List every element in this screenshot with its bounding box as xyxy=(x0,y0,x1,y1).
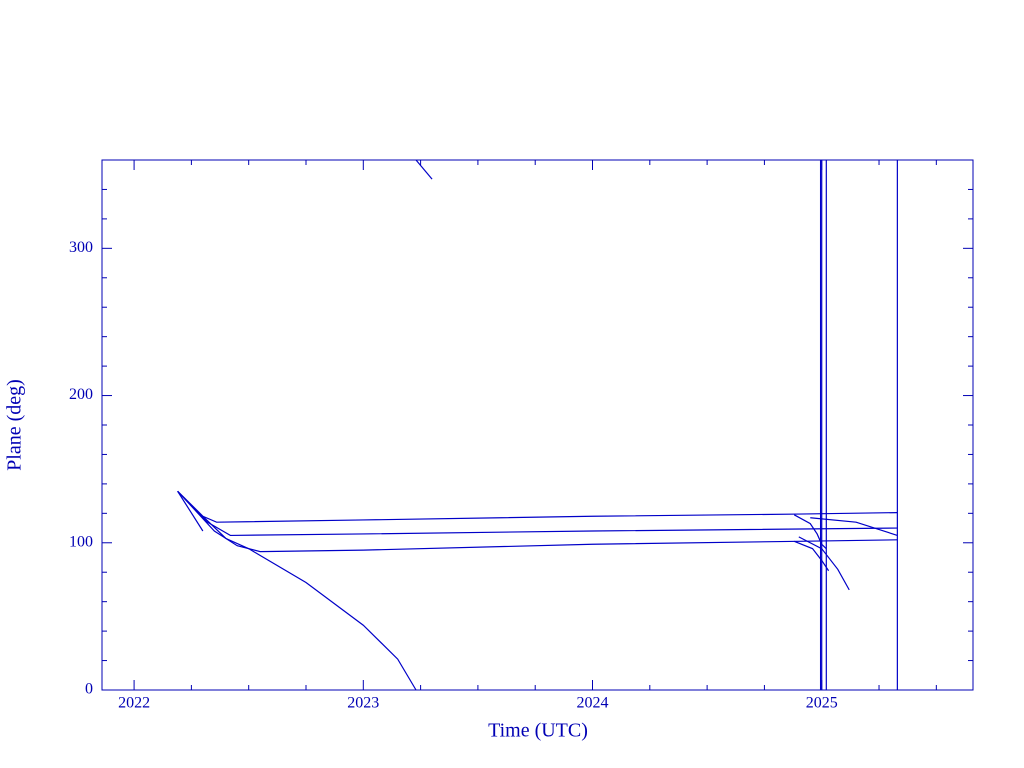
y-tick-label: 200 xyxy=(69,386,93,403)
series-line xyxy=(810,517,898,536)
y-tick-label: 0 xyxy=(85,681,93,698)
series-line xyxy=(177,490,898,553)
series-line xyxy=(177,490,898,537)
series-line xyxy=(793,540,830,572)
plot-frame xyxy=(101,159,974,691)
series-line xyxy=(177,490,898,523)
y-axis-label: Plane (deg) xyxy=(4,379,26,471)
series-line xyxy=(793,514,827,550)
x-tick-label: 2024 xyxy=(577,695,609,712)
series-line xyxy=(177,490,417,691)
x-tick-label: 2023 xyxy=(347,695,379,712)
x-tick-label: 2025 xyxy=(806,695,838,712)
series-line xyxy=(177,490,204,532)
series-line xyxy=(415,159,433,180)
x-axis-label: Time (UTC) xyxy=(488,720,588,742)
y-tick-label: 300 xyxy=(69,239,93,256)
x-tick-label: 2022 xyxy=(118,695,150,712)
y-tick-label: 100 xyxy=(69,533,93,550)
series-line xyxy=(798,536,850,591)
